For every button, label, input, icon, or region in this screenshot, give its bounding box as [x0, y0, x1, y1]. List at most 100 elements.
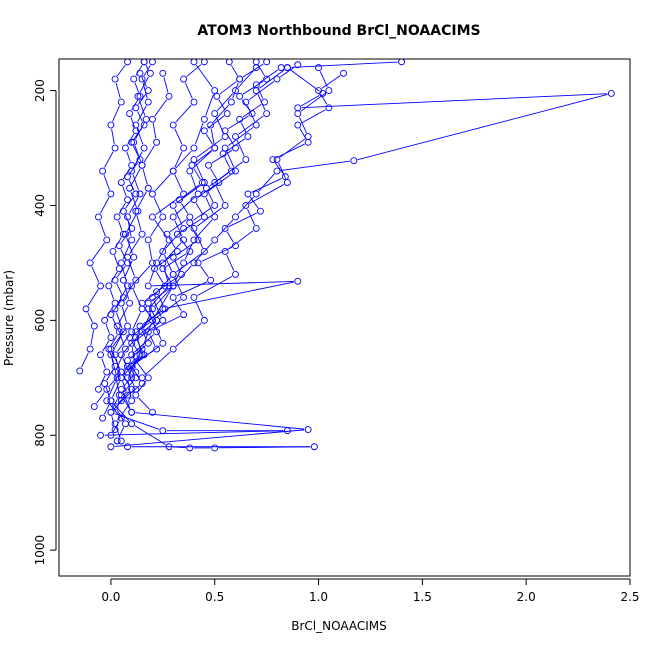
- series-segment: [290, 69, 320, 92]
- data-point: [140, 59, 148, 66]
- data-point: [97, 351, 104, 359]
- series-segment: [301, 93, 608, 109]
- series-segment: [209, 172, 229, 187]
- series-segment: [113, 255, 119, 266]
- data-point: [128, 408, 136, 416]
- data-point: [148, 408, 156, 416]
- series-segment: [248, 81, 275, 101]
- series-segment: [148, 243, 153, 260]
- series-segment: [109, 289, 115, 300]
- series-segment: [128, 375, 135, 386]
- data-point: [232, 242, 239, 250]
- series-segment: [143, 306, 151, 318]
- series-profile: [97, 59, 302, 439]
- data-point: [119, 293, 127, 301]
- data-point: [153, 345, 161, 353]
- series-segment: [137, 111, 143, 122]
- data-point: [200, 213, 208, 221]
- series-segment: [154, 288, 171, 307]
- data-point: [225, 59, 233, 66]
- data-point: [256, 207, 264, 215]
- series-segment: [127, 133, 135, 145]
- series-segment: [92, 242, 105, 260]
- data-point: [294, 110, 302, 118]
- data-point: [194, 236, 202, 244]
- data-point: [126, 299, 134, 307]
- y-tick-label: 400: [33, 194, 47, 217]
- series-segment: [143, 65, 151, 76]
- series-segment: [141, 329, 147, 340]
- series-segment: [136, 214, 142, 231]
- series-segment: [226, 254, 235, 271]
- data-point: [180, 75, 188, 83]
- series-segment: [126, 151, 131, 162]
- series-segment: [113, 403, 130, 422]
- series-segment: [174, 208, 183, 226]
- data-point: [232, 87, 239, 95]
- series-segment: [210, 168, 218, 180]
- data-point: [140, 121, 148, 129]
- series-profile: [95, 59, 148, 393]
- series-segment: [193, 168, 201, 180]
- x-tick-label: 1.0: [309, 590, 328, 604]
- data-point: [132, 127, 140, 135]
- data-point: [294, 277, 302, 285]
- data-point: [159, 213, 167, 221]
- data-point: [213, 92, 221, 100]
- series-segment: [103, 174, 110, 191]
- series-segment: [163, 77, 169, 93]
- series-segment: [237, 70, 254, 88]
- series-segment: [194, 150, 212, 164]
- data-point: [124, 196, 131, 204]
- series-segment: [122, 186, 127, 197]
- data-point: [138, 374, 146, 382]
- data-point: [113, 213, 121, 221]
- series-segment: [224, 157, 231, 168]
- data-point: [148, 190, 156, 198]
- series-segment: [90, 329, 95, 346]
- series-segment: [116, 409, 124, 421]
- series-segment: [259, 69, 285, 89]
- series-segment: [102, 340, 110, 352]
- data-point: [310, 443, 318, 451]
- series-segment: [196, 219, 213, 238]
- series-segment: [257, 65, 265, 76]
- x-axis-label: BrCl_NOAACIMS: [291, 619, 387, 633]
- data-point: [117, 368, 125, 376]
- data-point: [136, 351, 144, 359]
- data-point: [244, 190, 252, 198]
- data-point: [281, 173, 289, 181]
- data-point: [315, 87, 322, 95]
- series-segment: [129, 197, 139, 214]
- data-point: [111, 144, 119, 152]
- series-segment: [174, 174, 183, 191]
- series-segment: [136, 128, 144, 145]
- series-segment: [114, 237, 122, 249]
- series-segment: [144, 287, 162, 302]
- data-point: [283, 427, 291, 435]
- data-point: [180, 293, 188, 301]
- data-point: [221, 202, 229, 209]
- data-point: [207, 276, 215, 284]
- data-point: [236, 75, 244, 83]
- data-point: [146, 69, 154, 77]
- series-segment: [174, 277, 183, 294]
- series-segment: [226, 138, 245, 152]
- series-segment: [205, 94, 214, 116]
- series-segment: [123, 334, 140, 353]
- data-point: [130, 253, 138, 261]
- data-point: [153, 316, 161, 324]
- series-segment: [159, 276, 179, 290]
- data-point: [103, 397, 111, 405]
- data-point: [144, 328, 152, 336]
- data-point: [107, 397, 115, 405]
- data-point: [82, 305, 90, 313]
- data-point: [105, 345, 113, 353]
- series-segment: [153, 300, 162, 317]
- data-point: [263, 110, 271, 118]
- data-point: [180, 259, 188, 267]
- series-segment: [195, 64, 213, 88]
- series-segment: [105, 387, 110, 398]
- series-segment: [218, 99, 226, 111]
- series-segment: [181, 202, 189, 214]
